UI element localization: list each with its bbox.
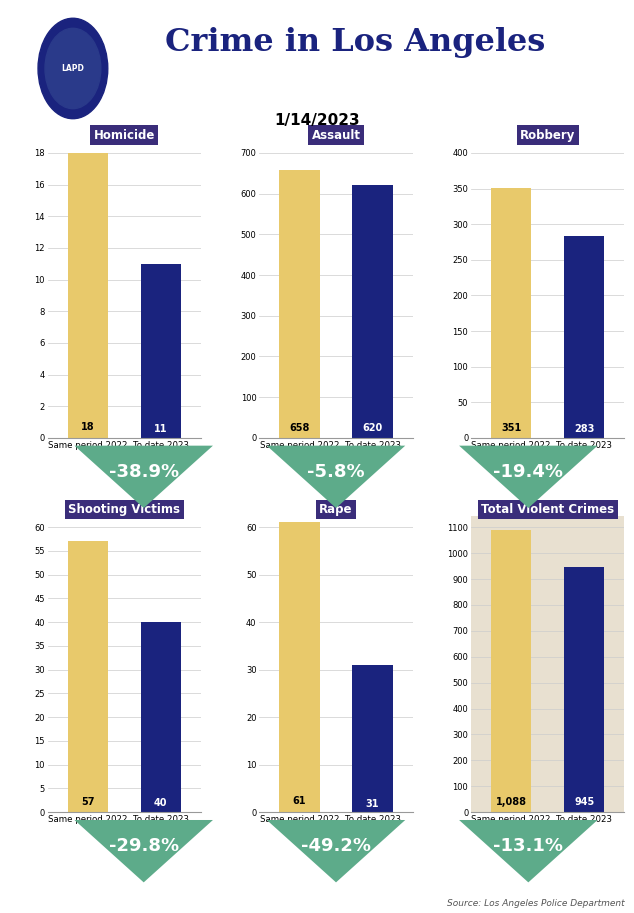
Text: Homicide: Homicide [94,129,155,142]
Text: Source: Los Angeles Police Department: Source: Los Angeles Police Department [447,899,624,908]
Bar [280,170,320,438]
Text: Assault: Assault [311,129,361,142]
Bar [564,236,604,438]
Text: 11: 11 [154,425,167,435]
Text: LAPD: LAPD [61,64,84,73]
Text: 57: 57 [81,797,94,807]
Bar [68,152,108,438]
Text: -13.1%: -13.1% [493,837,564,855]
Text: Shooting Victims: Shooting Victims [68,503,180,516]
Text: 1/14/2023: 1/14/2023 [274,113,360,128]
Bar [353,185,392,438]
Text: Rape: Rape [320,503,353,516]
Bar [564,567,604,813]
Bar [141,623,181,813]
Bar [491,188,531,438]
Text: Robbery: Robbery [520,129,576,142]
Text: -38.9%: -38.9% [108,463,179,481]
Text: 945: 945 [574,797,595,807]
Text: -5.8%: -5.8% [307,463,365,481]
Text: 283: 283 [574,424,595,434]
Bar [491,530,531,813]
Text: -49.2%: -49.2% [301,837,371,855]
Text: 658: 658 [289,423,309,433]
Text: 40: 40 [154,798,167,808]
Text: 351: 351 [501,423,521,433]
Text: 31: 31 [366,799,379,809]
Bar [141,264,181,438]
Text: 61: 61 [293,796,306,806]
Bar [280,522,320,813]
Text: 18: 18 [81,422,94,432]
Text: Crime in Los Angeles: Crime in Los Angeles [165,27,545,58]
Bar [68,541,108,813]
Bar [353,665,392,813]
Text: Total Violent Crimes: Total Violent Crimes [481,503,614,516]
Text: 620: 620 [363,423,383,433]
Text: -19.4%: -19.4% [493,463,564,481]
Text: 1,088: 1,088 [496,796,527,806]
Text: -29.8%: -29.8% [108,837,179,855]
